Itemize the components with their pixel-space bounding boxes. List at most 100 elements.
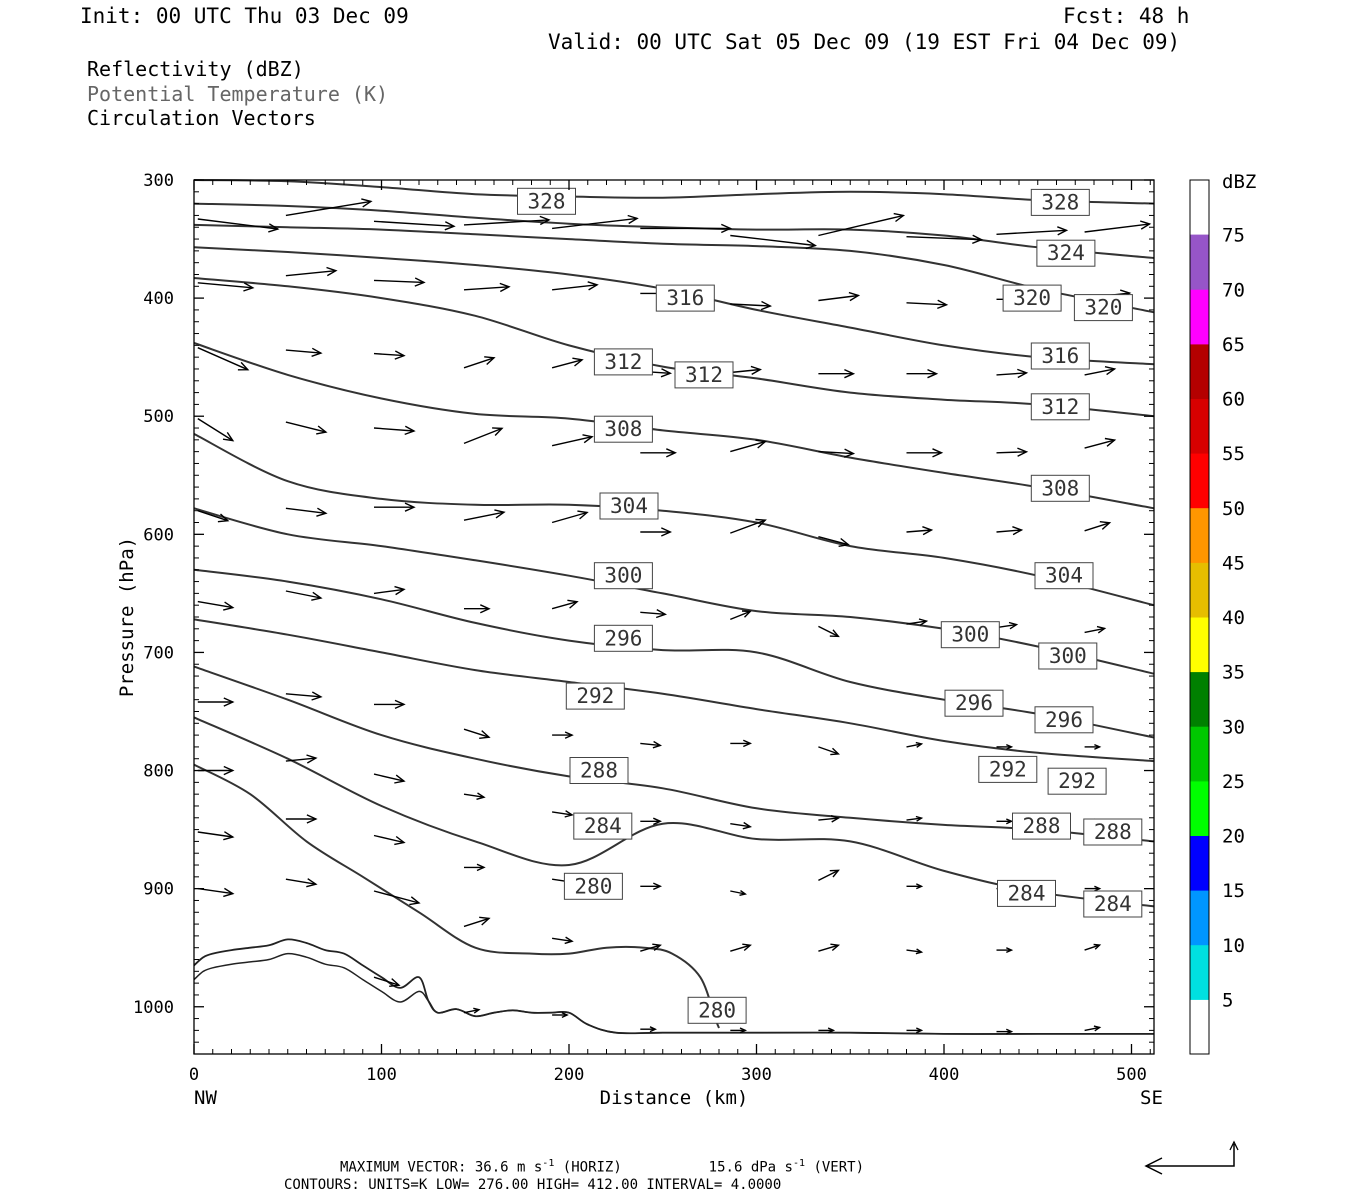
vector-shaft xyxy=(463,511,505,521)
vector-shaft xyxy=(551,436,593,447)
contour-label-text: 328 xyxy=(528,189,566,213)
circulation-vector xyxy=(1084,1025,1102,1032)
vector-head xyxy=(479,730,491,739)
x-end-label-nw: NW xyxy=(194,1087,217,1109)
vector-head xyxy=(755,518,767,528)
axes-layer: 0 100 200 300 400 500 300 400 500 600 700 800 900 100… xyxy=(133,171,1154,1085)
init-time-label: Init: 00 UTC Thu 03 Dec 09 xyxy=(80,4,409,28)
vector-head xyxy=(1104,437,1117,447)
vector-head xyxy=(666,448,678,458)
colorbar-cell-top xyxy=(1190,180,1209,235)
contour-label-text: 292 xyxy=(1058,769,1096,793)
colorbar-cell xyxy=(1190,343,1209,399)
colorbar-cell xyxy=(1190,234,1209,290)
vector-head xyxy=(223,831,235,841)
contour-label-box xyxy=(940,621,1000,649)
contour-label: 308 xyxy=(1030,474,1090,502)
vector-head xyxy=(721,223,733,234)
circulation-vector xyxy=(818,815,841,823)
vector-head xyxy=(927,368,939,379)
vector-shaft xyxy=(906,743,922,748)
contour-label-text: 284 xyxy=(1008,881,1046,905)
contour-label: 320 xyxy=(1073,294,1133,322)
circulation-vector xyxy=(197,697,235,707)
vector-head xyxy=(476,792,486,800)
vector-head xyxy=(492,427,504,436)
vector-shaft xyxy=(1084,627,1105,634)
vector-shaft xyxy=(730,944,751,952)
y-tick-label: 300 xyxy=(143,171,174,191)
colorbar: 5 10 15 20 25 30 35 40 45 50 55 60 65 70 75 xyxy=(1189,179,1245,1055)
field-label-potential-temperature: Potential Temperature (K) xyxy=(87,82,389,106)
vector-shaft xyxy=(285,878,317,885)
circulation-vector xyxy=(1084,743,1102,750)
vector-shaft xyxy=(285,507,326,514)
contour-label-box xyxy=(593,562,653,590)
vector-shaft xyxy=(463,219,550,226)
vector-shaft xyxy=(906,817,922,821)
contour-label-text: 292 xyxy=(576,684,614,708)
contour-label: 280 xyxy=(563,872,623,900)
circulation-vector xyxy=(197,600,235,611)
vector-shaft xyxy=(285,270,336,277)
colorbar-cell xyxy=(1190,562,1209,618)
colorbar-cell xyxy=(1190,453,1209,509)
vector-shaft xyxy=(818,214,904,237)
contour-label-box xyxy=(997,879,1056,907)
contour-label-text: 320 xyxy=(1013,286,1051,310)
vector-shaft xyxy=(730,440,766,453)
vector-head xyxy=(627,214,639,225)
circulation-vector xyxy=(730,365,763,376)
circulation-vector xyxy=(640,448,678,458)
y-tick-label: 400 xyxy=(143,289,174,309)
vector-shaft xyxy=(197,418,234,442)
colorbar-label: 20 xyxy=(1222,826,1245,848)
vector-shaft xyxy=(730,610,751,621)
circulation-vector xyxy=(996,947,1014,954)
vector-shaft xyxy=(285,693,321,698)
vector-shaft xyxy=(373,773,405,782)
vector-shaft xyxy=(996,229,1067,235)
vector-head xyxy=(222,432,235,442)
contour-label: 292 xyxy=(565,682,625,710)
circulation-vector xyxy=(906,883,924,890)
contour-label: 304 xyxy=(599,492,659,520)
x-tick-label: 300 xyxy=(741,1065,772,1085)
contour-label-box xyxy=(1047,767,1107,795)
vector-head xyxy=(564,731,574,739)
circulation-vector xyxy=(640,817,663,826)
circulation-vector xyxy=(464,863,486,872)
colorbar-cell xyxy=(1190,999,1209,1055)
contour-label: 328 xyxy=(1030,188,1090,216)
colorbar-cell xyxy=(1190,289,1209,345)
circulation-vector xyxy=(552,281,599,291)
contour-label-box xyxy=(674,361,734,389)
vector-shaft xyxy=(818,869,839,882)
circulation-vector xyxy=(197,347,250,371)
vector-shaft xyxy=(285,200,372,217)
vector-shaft xyxy=(730,303,771,307)
vector-head xyxy=(739,1027,748,1034)
circulation-vector xyxy=(818,625,840,638)
vector-shaft xyxy=(996,372,1027,376)
circulation-vector xyxy=(818,536,851,547)
vector-head xyxy=(838,537,851,547)
vector-head xyxy=(311,691,323,701)
vector-head xyxy=(243,282,255,292)
vector-shaft xyxy=(818,536,849,546)
vector-shaft xyxy=(197,347,249,371)
contour-label: 320 xyxy=(1002,284,1062,312)
circulation-vector xyxy=(285,266,338,277)
circulation-vector xyxy=(906,448,944,458)
contour-label-box xyxy=(1030,342,1090,370)
colorbar-cell xyxy=(1190,726,1209,782)
contour-label-text: 316 xyxy=(1041,344,1079,368)
circulation-vector xyxy=(640,223,733,234)
circulation-vector xyxy=(730,300,773,311)
contour-label-text: 284 xyxy=(1094,892,1132,916)
vector-head xyxy=(755,439,767,449)
circulation-vector xyxy=(285,878,318,888)
vector-head xyxy=(1104,366,1117,376)
vector-shaft xyxy=(730,234,816,247)
vector-head xyxy=(830,815,841,823)
